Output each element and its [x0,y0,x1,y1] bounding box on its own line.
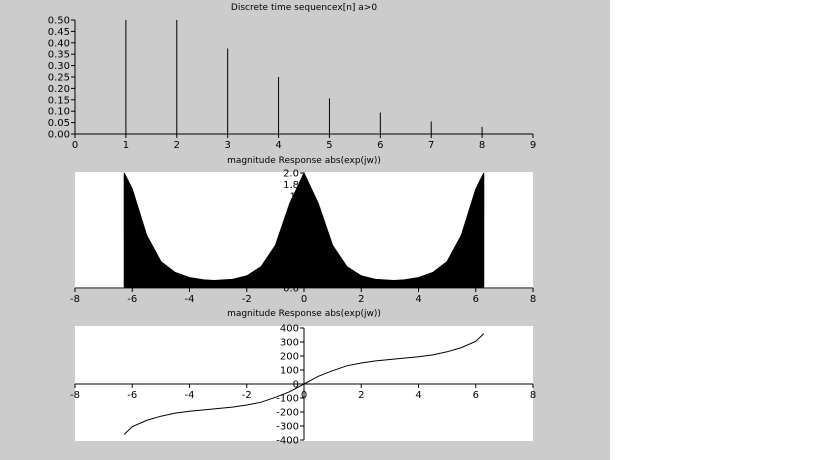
y-tick-label: 200 [280,352,299,363]
x-tick-label: 5 [326,140,332,151]
axes: -8 -6 -4 -2 0 2 4 6 80.01.1.1.82.0 [70,169,536,306]
x-tick-label: -4 [185,294,195,305]
x-tick-label: -6 [127,390,137,401]
x-tick-label: -4 [185,390,195,401]
y-tick-label: -100 [276,394,299,405]
x-tick-label: 6 [473,294,479,305]
y-tick-label: 0.50 [48,16,70,27]
discrete-sequence-chart: Discrete time sequencex[n] a>0 0 1 2 3 4 5 6 7 8… [48,3,536,151]
stem-marks [125,20,483,134]
chart-title: Discrete time sequencex[n] a>0 [231,3,377,13]
y-tick-label: 300 [280,338,299,349]
x-tick-label: 1 [123,140,129,151]
y-tick-label: 0 [293,380,299,391]
x-tick-label: -2 [242,390,252,401]
y-tick-label: 0.35 [48,50,70,61]
y-tick-label: 0.25 [48,73,70,84]
y-tick-label: 100 [280,366,299,377]
x-tick-label: 2 [358,294,364,305]
y-tick-label: 0.45 [48,27,70,38]
y-tick-label: 1.8 [283,180,299,191]
x-tick-label: 9 [530,140,536,151]
phase-response-chart: magnitude Response abs(exp(jw)) -8 -6 -4 -2… [70,309,536,447]
magnitude-response-chart: magnitude Response abs(exp(jw)) -8 -6 -4 -2… [70,156,536,305]
y-tick-label: 0.15 [48,95,70,106]
x-tick-label: 8 [530,390,536,401]
x-tick-label: -6 [127,294,137,305]
x-tick-label: 6 [473,390,479,401]
x-tick-label: 8 [479,140,485,151]
y-tick-label: 2.0 [283,169,299,180]
x-tick-label: 4 [275,140,281,151]
y-tick-label: 1. [289,192,299,203]
y-tick-label: 0.10 [48,107,70,118]
y-tick-label: 1. [289,203,299,214]
y-tick-label: 400 [280,324,299,335]
chart-title: magnitude Response abs(exp(jw)) [227,156,381,166]
axes: 0 1 2 3 4 5 6 7 8 90.000.050.100.150.200.250.300.… [48,16,536,152]
y-tick-label: 0.40 [48,38,70,49]
x-tick-label: 7 [428,140,434,151]
x-tick-label: 4 [415,390,421,401]
x-tick-label: 0 [72,140,78,151]
x-tick-label: 4 [415,294,421,305]
y-tick-label: -200 [276,408,299,419]
x-tick-label: 3 [224,140,230,151]
y-tick-label: -400 [276,436,299,447]
x-tick-label: -8 [70,390,80,401]
figure-canvas: Discrete time sequencex[n] a>0 0 1 2 3 4 5 6 7 8… [48,3,536,447]
y-tick-label: 0.20 [48,84,70,95]
axes: -8-6-4-202468-400-300-200-10001002003004… [70,324,536,447]
x-tick-label: 2 [358,390,364,401]
chart-title: magnitude Response abs(exp(jw)) [227,309,381,319]
x-tick-label: 8 [530,294,536,305]
x-tick-label: -8 [70,294,80,305]
y-tick-label: 0.00 [48,130,70,141]
y-tick-label: 0.30 [48,61,70,72]
y-tick-label: 0.05 [48,118,70,129]
x-tick-label: -2 [242,294,252,305]
x-tick-label: 2 [174,140,180,151]
y-tick-label: 0.0 [283,284,299,295]
x-tick-label: 6 [377,140,383,151]
figure-window: Discrete time sequencex[n] a>0 0 1 2 3 4 5 6 7 8… [0,0,610,460]
x-tick-label: 0 [301,294,307,305]
y-tick-label: -300 [276,422,299,433]
